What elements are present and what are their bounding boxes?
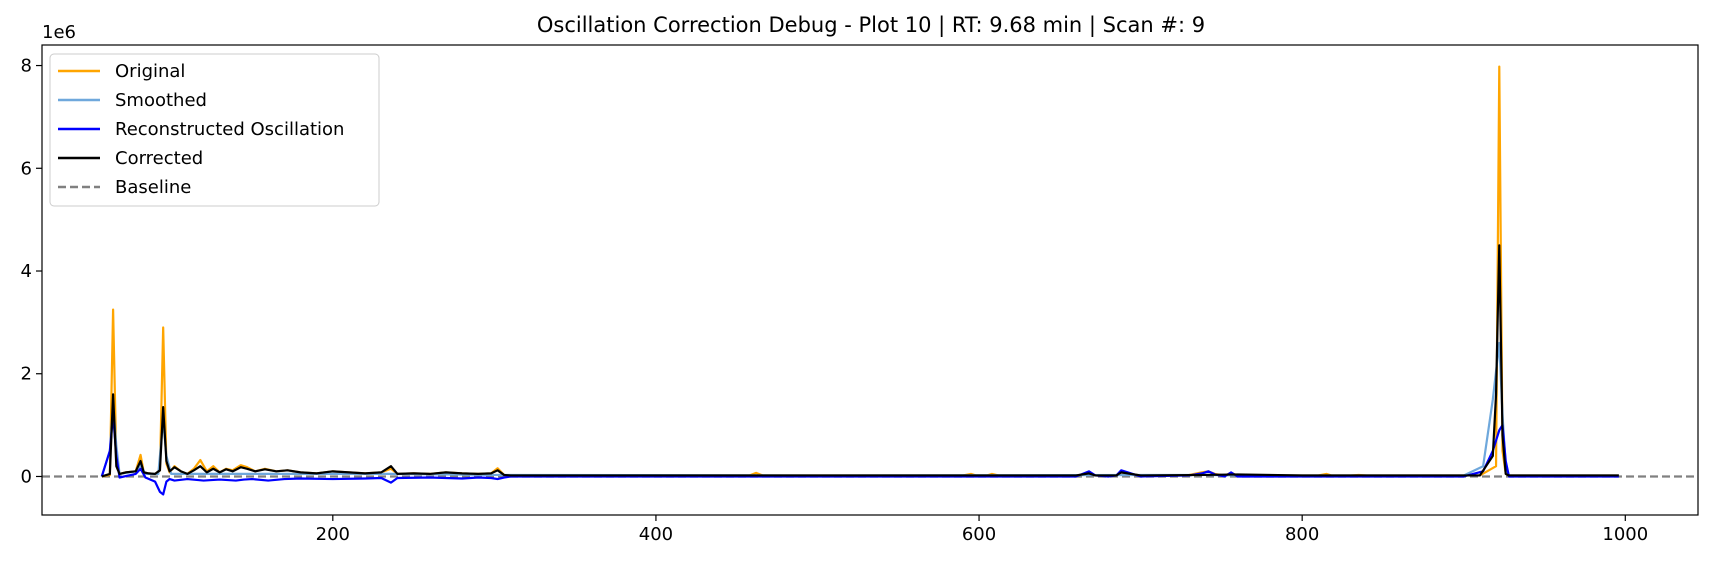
x-tick-label: 1000 <box>1602 524 1648 545</box>
y-tick-label: 6 <box>21 158 32 179</box>
x-axis: 200 400 600 800 1000 <box>316 515 1648 545</box>
y-scale-label: 1e6 <box>42 22 76 43</box>
legend-box <box>49 53 380 207</box>
series-line-reconstructed-oscillation <box>100 413 1619 496</box>
legend-label-corrected: Corrected <box>115 148 203 169</box>
y-tick-label: 0 <box>21 466 32 487</box>
x-tick-label: 400 <box>639 524 673 545</box>
series-layer <box>42 65 1698 496</box>
y-tick-label: 2 <box>21 364 32 385</box>
y-axis: 0 2 4 6 8 <box>21 56 42 487</box>
y-tick-label: 4 <box>21 261 32 282</box>
x-tick-label: 800 <box>1285 524 1319 545</box>
legend-label-original: Original <box>115 61 185 82</box>
y-tick-label: 8 <box>21 56 32 77</box>
legend-label-smoothed: Smoothed <box>115 90 207 111</box>
series-line-corrected <box>101 244 1619 478</box>
chart-title: Oscillation Correction Debug - Plot 10 |… <box>537 13 1205 38</box>
legend-label-baseline: Baseline <box>115 177 191 198</box>
plot-frame <box>41 44 1699 516</box>
series-line-smoothed <box>100 341 1619 477</box>
legend: Original Smoothed Reconstructed Oscillatio… <box>49 53 380 207</box>
x-tick-label: 600 <box>962 524 996 545</box>
legend-label-reconstructed-oscillation: Reconstructed Oscillation <box>115 119 344 140</box>
x-tick-label: 200 <box>316 524 350 545</box>
